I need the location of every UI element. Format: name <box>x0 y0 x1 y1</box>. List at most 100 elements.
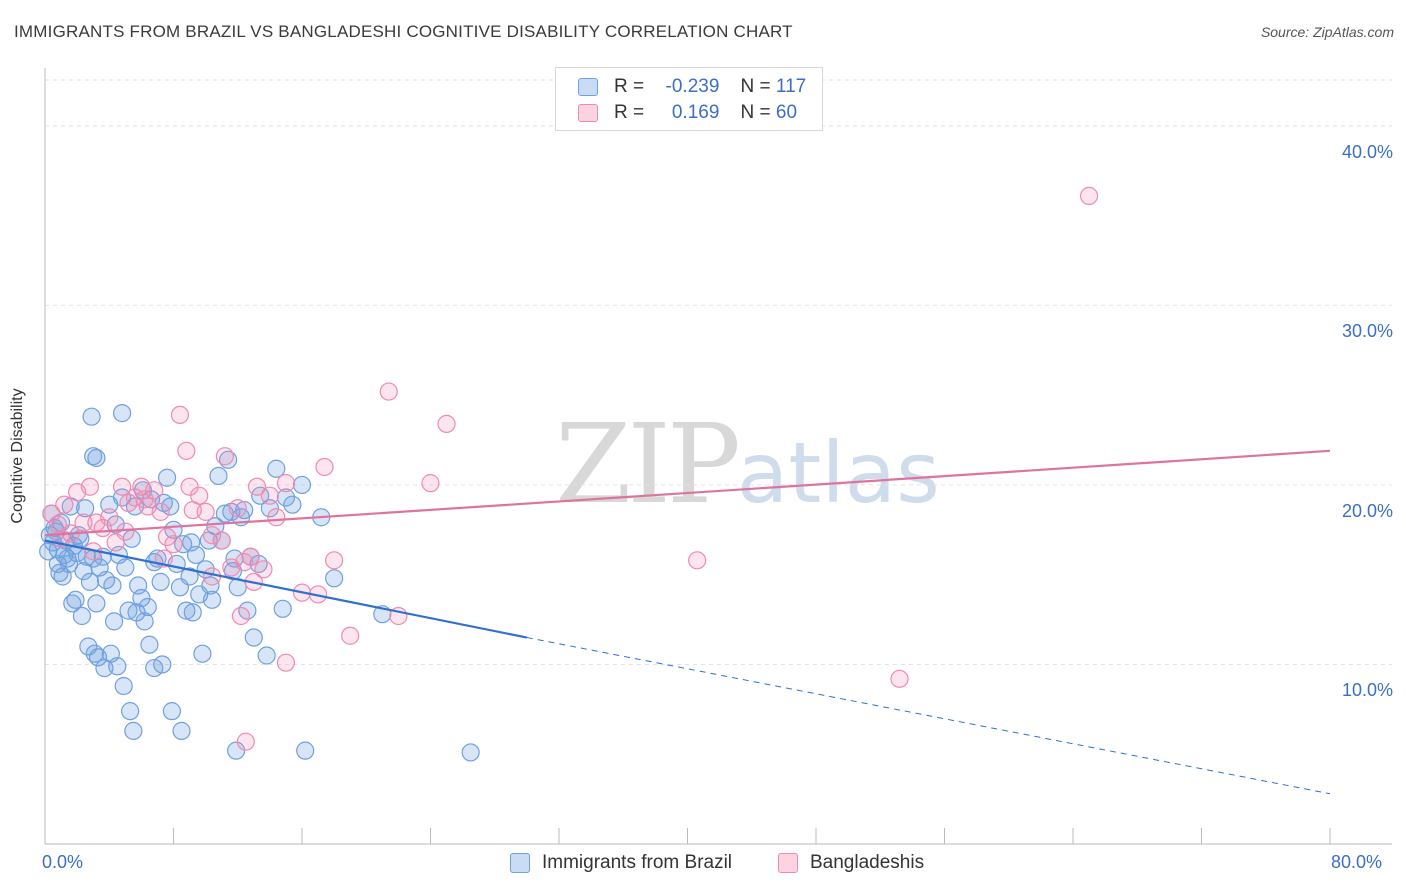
data-points <box>39 186 1099 762</box>
point-brazil <box>273 599 292 618</box>
point-brazil <box>140 635 159 654</box>
point-bangladeshi <box>112 477 132 496</box>
point-bangladeshi <box>135 490 154 509</box>
point-brazil <box>108 657 127 676</box>
point-brazil <box>257 646 276 665</box>
bottom-legend-bangladeshis: Bangladeshis <box>778 852 924 874</box>
point-bangladeshi <box>688 551 707 570</box>
point-brazil <box>82 407 101 426</box>
point-bangladeshi <box>437 414 456 433</box>
point-bangladeshi <box>74 513 93 532</box>
point-brazil <box>50 563 69 583</box>
bottom-legend-label-brazil: Immigrants from Brazil <box>542 852 733 873</box>
point-brazil <box>104 612 124 631</box>
legend-swatch-bangladeshis <box>578 104 598 122</box>
point-bangladeshi <box>215 447 234 466</box>
point-brazil <box>267 459 286 478</box>
point-brazil <box>72 606 92 626</box>
point-brazil <box>112 404 132 423</box>
point-brazil <box>235 500 254 520</box>
y-tick-label: 40.0% <box>1341 141 1393 162</box>
legend-n-value: 60 <box>775 102 798 123</box>
point-bangladeshi <box>341 626 360 645</box>
point-brazil <box>80 572 100 591</box>
bottom-legend-swatch-bangladeshis <box>778 853 798 873</box>
legend-r-label: R = <box>614 102 645 123</box>
point-brazil <box>84 447 103 466</box>
point-brazil <box>157 468 177 487</box>
point-brazil <box>209 466 228 486</box>
point-bangladeshi <box>212 531 231 550</box>
legend-row-bangladeshis: R = 0.169 N = 60 <box>578 101 797 125</box>
point-brazil <box>121 702 140 721</box>
point-bangladeshi <box>276 474 296 493</box>
point-bangladeshi <box>151 502 170 521</box>
point-brazil <box>296 741 315 760</box>
point-bangladeshi <box>260 486 279 505</box>
point-brazil <box>180 567 199 586</box>
trend-brazil-dashed <box>526 637 1331 795</box>
point-brazil <box>114 676 133 696</box>
x-tick-max: 80.0% <box>1331 852 1383 872</box>
source-label: Source: ZipAtlas.com <box>1260 24 1394 40</box>
point-brazil <box>153 655 172 674</box>
axes <box>44 68 1392 845</box>
point-bangladeshi <box>42 504 61 523</box>
point-brazil <box>87 448 106 468</box>
watermark-atlas: atlas <box>736 424 940 522</box>
point-brazil <box>461 743 480 762</box>
point-bangladeshi <box>231 606 251 626</box>
point-bangladeshi <box>180 477 199 496</box>
point-brazil <box>193 644 212 663</box>
point-brazil <box>202 590 222 609</box>
point-bangladeshi <box>80 477 100 496</box>
point-bangladeshi <box>157 527 177 547</box>
point-bangladeshi <box>170 405 190 425</box>
legend-row-brazil: R = -0.239 N = 117 <box>578 75 806 99</box>
point-bangladeshi <box>315 457 334 477</box>
point-bangladeshi <box>379 382 398 401</box>
y-tick-label: 10.0% <box>1341 680 1393 701</box>
legend: R = -0.239 N = 117 R = 0.169 N = 60 <box>555 67 823 131</box>
point-brazil <box>244 628 263 647</box>
point-bangladeshi <box>890 669 909 688</box>
point-brazil <box>138 597 157 617</box>
point-bangladeshi <box>241 547 260 566</box>
legend-r-value: 0.169 <box>671 102 720 123</box>
point-bangladeshi <box>177 441 196 460</box>
point-bangladeshi <box>48 515 67 534</box>
point-brazil <box>127 603 146 622</box>
point-brazil <box>182 533 201 552</box>
point-bangladeshi <box>236 732 255 751</box>
legend-swatch-brazil <box>578 78 598 96</box>
point-bangladeshi <box>228 499 247 518</box>
y-tick-label: 20.0% <box>1341 500 1393 521</box>
legend-r-label: R = <box>614 76 645 97</box>
y-tick-label: 30.0% <box>1341 321 1393 342</box>
point-bangladeshi <box>267 508 286 527</box>
point-bangladeshi <box>421 474 440 493</box>
point-bangladeshi <box>247 477 267 496</box>
point-brazil <box>201 576 220 595</box>
trend-bangladeshi <box>44 449 1331 537</box>
watermark: ZIPatlas <box>555 400 940 528</box>
point-bangladeshi <box>116 522 135 541</box>
point-brazil <box>172 721 191 740</box>
point-brazil <box>116 558 135 577</box>
point-brazil <box>124 721 143 740</box>
point-bangladeshi <box>164 535 183 554</box>
point-brazil <box>63 594 82 613</box>
legend-n-value: 117 <box>775 76 807 97</box>
legend-n-label: N = <box>740 76 771 97</box>
point-bangladeshi <box>1079 186 1099 205</box>
point-brazil <box>325 569 344 588</box>
bottom-legend-label-bangladeshis: Bangladeshis <box>810 852 925 873</box>
point-bangladeshi <box>202 526 222 545</box>
trend-lines <box>44 449 1331 795</box>
chart-title: IMMIGRANTS FROM BRAZIL VS BANGLADESHI CO… <box>14 22 793 41</box>
legend-r-value: -0.239 <box>665 76 720 97</box>
point-bangladeshi <box>100 508 119 527</box>
point-brazil <box>87 594 106 613</box>
point-bangladeshi <box>276 653 296 672</box>
